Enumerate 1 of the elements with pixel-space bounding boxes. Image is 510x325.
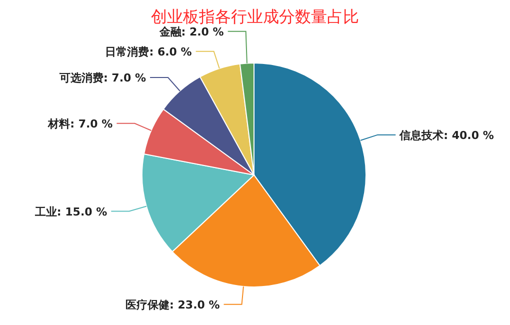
chart-title: 创业板指各行业成分数量占比: [151, 7, 359, 26]
